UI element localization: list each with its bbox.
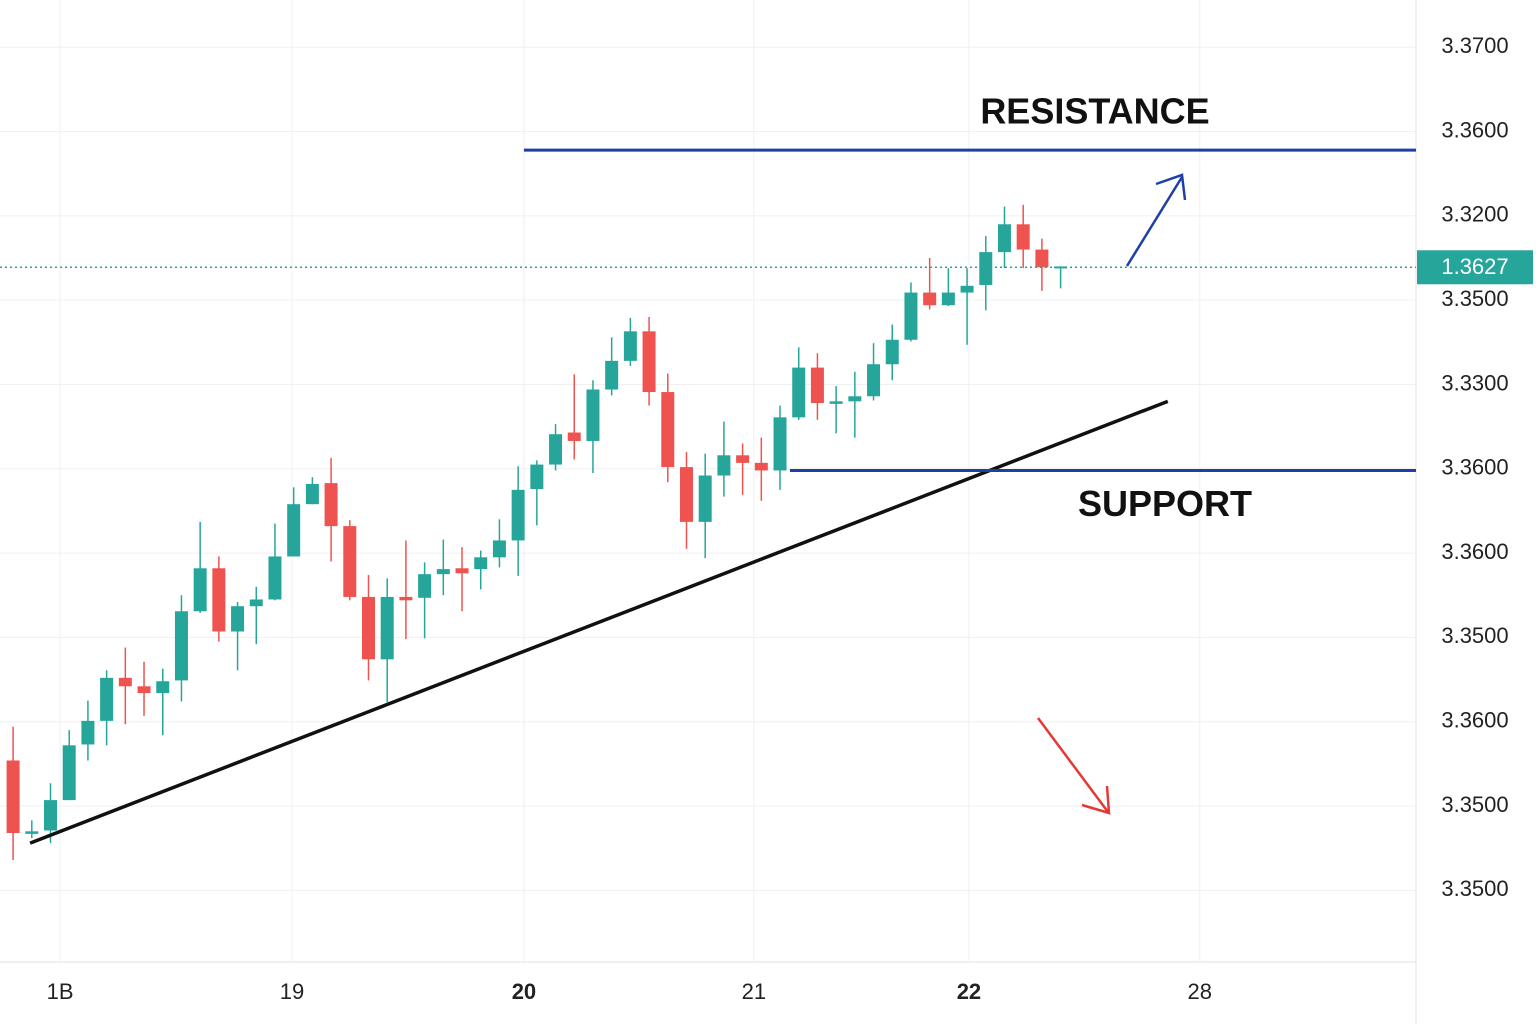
candle-body xyxy=(586,389,600,441)
candle-body xyxy=(810,367,824,404)
candle-body xyxy=(305,483,319,505)
candle-body xyxy=(100,677,114,721)
candle-body xyxy=(380,596,394,660)
candle-body xyxy=(492,540,506,558)
plot xyxy=(6,204,1068,860)
y-tick-label: 3.3600 xyxy=(1441,455,1508,480)
candle-body xyxy=(474,557,488,570)
x-tick-label: 22 xyxy=(957,979,981,1004)
candle-body xyxy=(137,686,151,694)
x-tick-label: 28 xyxy=(1188,979,1212,1004)
candle-body xyxy=(212,568,226,632)
candle-body xyxy=(736,455,750,463)
y-tick-label: 3.3300 xyxy=(1441,370,1508,395)
candle-body xyxy=(605,360,619,390)
candle-body xyxy=(62,745,76,801)
candle-body xyxy=(661,392,675,468)
y-tick-label: 3.3600 xyxy=(1441,117,1508,142)
candle-body xyxy=(960,285,974,293)
candle-body xyxy=(754,462,768,471)
candle-body xyxy=(623,331,637,361)
y-tick-label: 3.3500 xyxy=(1441,286,1508,311)
x-tick-label: 1B xyxy=(47,979,74,1004)
level-label: RESISTANCE xyxy=(980,91,1209,132)
level-label: SUPPORT xyxy=(1078,483,1252,524)
candle-body xyxy=(418,574,432,598)
candle-body xyxy=(455,568,469,574)
arrow-down xyxy=(1036,717,1111,815)
candle-body xyxy=(717,455,731,476)
y-tick-label: 3.3500 xyxy=(1441,792,1508,817)
candle-body xyxy=(997,224,1011,253)
candle-body xyxy=(792,367,806,418)
candle-body xyxy=(885,339,899,365)
last-price-label: 1.3627 xyxy=(1441,254,1508,279)
y-tick-label: 3.3600 xyxy=(1441,708,1508,733)
candle-body xyxy=(287,504,301,557)
y-tick-label: 3.3500 xyxy=(1441,623,1508,648)
candle-body xyxy=(156,681,170,694)
candle-body xyxy=(848,396,862,402)
candle-body xyxy=(923,292,937,306)
candle-body xyxy=(193,568,207,612)
candle-body xyxy=(249,599,263,607)
candle-body xyxy=(343,526,357,597)
candle-body xyxy=(399,596,413,601)
candle-body xyxy=(867,364,881,397)
candle-body xyxy=(904,292,918,340)
candle-body xyxy=(6,760,20,834)
candle-body xyxy=(549,434,563,465)
candle-body xyxy=(44,800,58,831)
y-tick-label: 3.3200 xyxy=(1441,202,1508,227)
candle-body xyxy=(511,489,525,541)
candle-body xyxy=(642,331,656,393)
candle-body xyxy=(1016,224,1030,250)
candle-body xyxy=(361,596,375,660)
candle-body xyxy=(530,464,544,490)
candle-body xyxy=(679,467,693,522)
candle-body xyxy=(829,401,843,404)
y-tick-label: 3.3700 xyxy=(1441,33,1508,58)
candle-body xyxy=(25,831,39,834)
y-tick-label: 3.3500 xyxy=(1441,876,1508,901)
candle-body xyxy=(118,677,132,687)
candle-body xyxy=(81,720,95,745)
candle-body xyxy=(268,556,282,600)
arrow-up xyxy=(1125,173,1187,267)
candle-body xyxy=(174,611,188,681)
last-price-box xyxy=(1417,250,1533,285)
trendline xyxy=(29,399,1169,845)
candle-body xyxy=(979,252,993,285)
candle-body xyxy=(324,483,338,527)
candle-body xyxy=(567,432,581,441)
x-tick-label: 21 xyxy=(742,979,766,1004)
x-tick-label: 20 xyxy=(512,979,536,1004)
overlay xyxy=(0,148,1416,845)
candle-body xyxy=(698,475,712,522)
candle-body xyxy=(1035,249,1049,268)
candle-body xyxy=(773,417,787,471)
x-tick-label: 19 xyxy=(280,979,304,1004)
candle-body xyxy=(436,569,450,575)
candle-body xyxy=(231,606,245,632)
candle-body xyxy=(941,292,955,306)
y-tick-label: 3.3600 xyxy=(1441,539,1508,564)
grid xyxy=(0,0,1416,962)
